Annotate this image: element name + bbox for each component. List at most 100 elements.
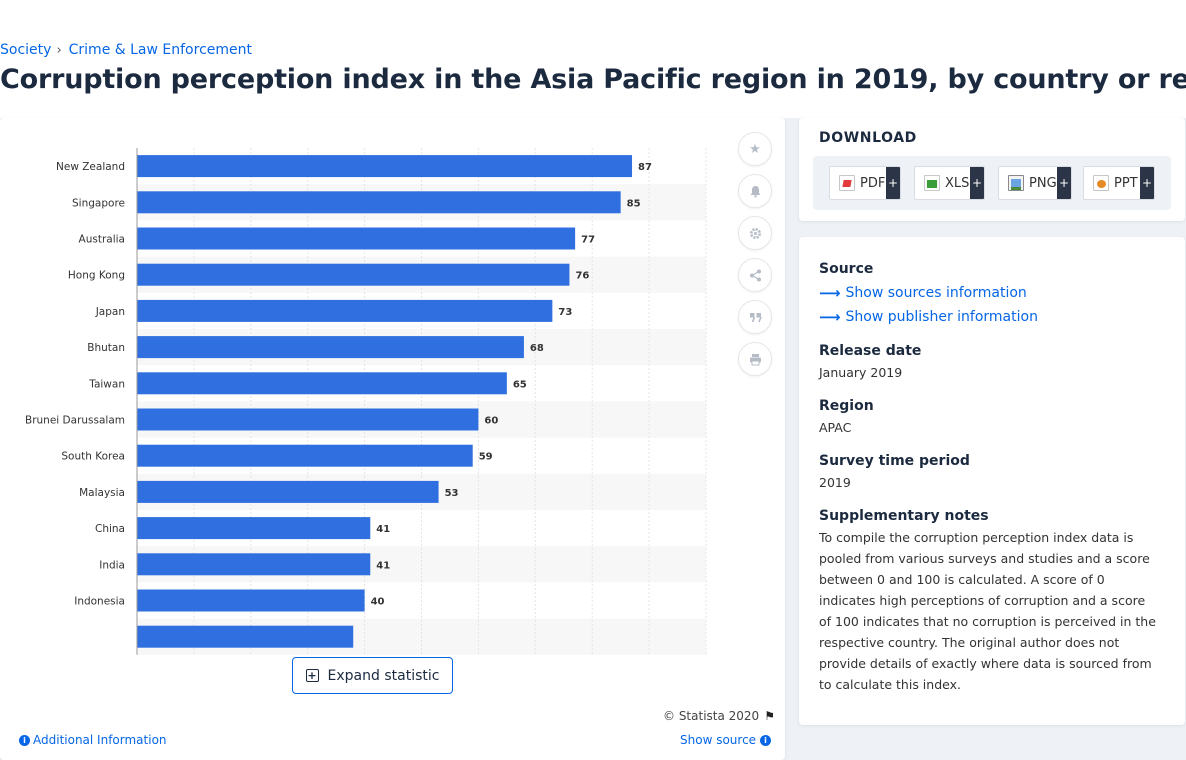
- chart-card: New Zealand 87 Singapore 85 Australia 77 Hong …: [0, 118, 785, 760]
- copyright: © Statista 2020 ⚑: [663, 709, 775, 723]
- value-label: 53: [445, 488, 459, 499]
- value-label: 40: [371, 597, 385, 608]
- additional-information-link[interactable]: i Additional Information: [19, 733, 167, 747]
- chart-toolbar: ★: [738, 132, 772, 384]
- top-band: [0, 0, 1186, 36]
- value-label: 41: [376, 524, 390, 535]
- page-title: Corruption perception index in the Asia …: [0, 64, 1186, 95]
- bar: [137, 227, 576, 250]
- supplementary-notes-text: To compile the corruption perception ind…: [819, 530, 1156, 692]
- show-sources-label: Show sources information: [845, 285, 1027, 301]
- bar: [137, 336, 524, 359]
- category-label: Hong Kong: [68, 270, 125, 282]
- plus-icon: +: [1057, 167, 1071, 199]
- survey-period-heading: Survey time period: [819, 453, 970, 469]
- value-label: 60: [484, 416, 498, 427]
- plus-square-icon: +: [305, 669, 319, 682]
- download-card: DOWNLOAD PDF + XLS + PNG + PPT +: [799, 118, 1185, 221]
- download-pdf-button[interactable]: PDF +: [829, 166, 901, 200]
- arrow-right-icon: ⟶: [819, 284, 841, 302]
- download-png-button[interactable]: PNG +: [998, 166, 1072, 200]
- category-label: Australia: [79, 234, 125, 246]
- category-label: Singapore: [72, 197, 125, 209]
- xls-icon: [924, 175, 940, 191]
- bell-icon[interactable]: [738, 174, 772, 208]
- quote-icon[interactable]: [738, 300, 772, 334]
- source-heading: Source: [819, 261, 874, 277]
- download-panel: PDF + XLS + PNG + PPT +: [813, 156, 1171, 210]
- pdf-icon: [839, 175, 855, 191]
- download-pdf-label: PDF: [860, 175, 886, 191]
- category-label: India: [99, 559, 125, 571]
- bar: [137, 155, 633, 178]
- release-date-heading: Release date: [819, 343, 922, 359]
- breadcrumb-society[interactable]: Society: [0, 42, 52, 58]
- bar: [137, 517, 371, 540]
- share-icon[interactable]: [738, 258, 772, 292]
- page-header: [0, 36, 1186, 118]
- region-value: APAC: [819, 420, 852, 435]
- download-ppt-button[interactable]: PPT +: [1083, 166, 1155, 200]
- download-png-label: PNG: [1029, 175, 1057, 191]
- bar: [137, 299, 553, 322]
- png-icon: [1008, 175, 1024, 191]
- flag-icon[interactable]: ⚑: [764, 709, 775, 723]
- category-label: Malaysia: [79, 487, 125, 499]
- download-title: DOWNLOAD: [819, 130, 917, 146]
- show-publisher-link[interactable]: ⟶ Show publisher information: [819, 308, 1038, 326]
- category-label: Bhutan: [87, 342, 125, 354]
- value-label: 77: [581, 235, 595, 246]
- bar: [137, 553, 371, 576]
- show-source-label: Show source: [680, 733, 757, 747]
- category-label: Brunei Darussalam: [25, 415, 125, 427]
- gear-icon[interactable]: [738, 216, 772, 250]
- download-ppt-label: PPT: [1114, 175, 1138, 191]
- value-label: 87: [638, 162, 652, 173]
- category-label: China: [95, 523, 125, 535]
- bar: [137, 408, 479, 431]
- bar: [137, 444, 473, 467]
- ppt-icon: [1093, 175, 1109, 191]
- survey-period-value: 2019: [819, 475, 851, 490]
- category-label: Taiwan: [88, 378, 125, 390]
- bar: [137, 589, 365, 612]
- category-label: Indonesia: [74, 596, 125, 608]
- show-sources-link[interactable]: ⟶ Show sources information: [819, 284, 1027, 302]
- bar: [137, 372, 507, 395]
- region-heading: Region: [819, 398, 874, 414]
- print-icon[interactable]: [738, 342, 772, 376]
- bar-chart: New Zealand 87 Singapore 85 Australia 77 Hong …: [25, 148, 707, 655]
- arrow-right-icon: ⟶: [819, 308, 841, 326]
- chart-fade-overlay: [0, 698, 740, 758]
- info-icon: i: [19, 734, 30, 746]
- supplementary-notes-heading: Supplementary notes: [819, 508, 989, 524]
- expand-statistic-button[interactable]: + Expand statistic: [292, 657, 453, 694]
- additional-information-label: Additional Information: [33, 733, 167, 747]
- download-xls-label: XLS: [945, 175, 970, 191]
- plus-icon: +: [886, 167, 900, 199]
- value-label: 41: [376, 560, 390, 571]
- breadcrumb-crime-law[interactable]: Crime & Law Enforcement: [68, 42, 252, 58]
- download-xls-button[interactable]: XLS +: [914, 166, 985, 200]
- bar: [137, 480, 439, 503]
- value-label: 85: [627, 198, 641, 209]
- value-label: 68: [530, 343, 544, 354]
- value-label: 65: [513, 379, 527, 390]
- copyright-text: © Statista 2020: [663, 709, 760, 723]
- star-icon[interactable]: ★: [738, 132, 772, 166]
- value-label: 59: [479, 452, 493, 463]
- release-date-value: January 2019: [819, 365, 903, 380]
- plus-icon: +: [970, 167, 984, 199]
- bar: [137, 625, 354, 648]
- statistic-info-card: Source ⟶ Show sources information ⟶ Show…: [799, 237, 1185, 725]
- plus-icon: +: [1140, 167, 1154, 199]
- category-label: Japan: [95, 306, 125, 318]
- bar: [137, 191, 621, 214]
- breadcrumb: Society › Crime & Law Enforcement: [0, 42, 252, 58]
- category-label: New Zealand: [56, 161, 125, 173]
- expand-statistic-label: Expand statistic: [327, 667, 440, 684]
- value-label: 73: [558, 307, 572, 318]
- show-source-link[interactable]: Show source i: [680, 733, 772, 747]
- breadcrumb-separator: ›: [56, 42, 62, 58]
- info-icon: i: [760, 734, 772, 746]
